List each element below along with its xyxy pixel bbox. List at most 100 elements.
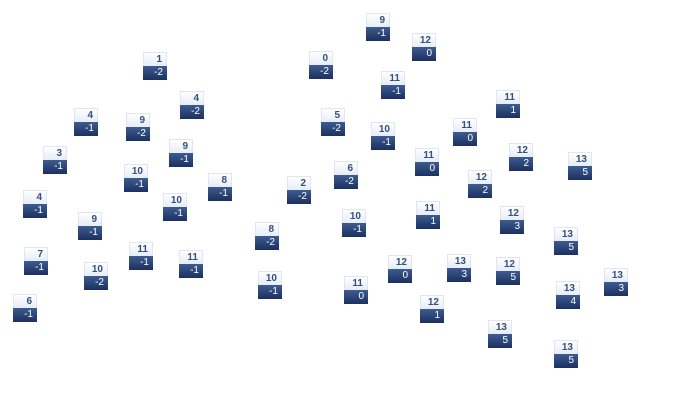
- node-label: 10: [342, 209, 366, 223]
- node-box[interactable]: 13 5: [568, 152, 592, 180]
- node-value: -2: [84, 276, 108, 290]
- node-value: -1: [208, 187, 232, 201]
- node-value: -1: [23, 204, 47, 218]
- node-value: -1: [74, 122, 98, 136]
- node-value: 5: [496, 271, 520, 285]
- node-box[interactable]: 6 -2: [334, 161, 358, 189]
- node-box[interactable]: 11 0: [344, 276, 368, 304]
- node-value: -2: [180, 105, 204, 119]
- node-box[interactable]: 10 -1: [163, 193, 187, 221]
- node-label: 13: [604, 268, 628, 282]
- node-value: -2: [143, 66, 167, 80]
- node-value: -1: [366, 27, 390, 41]
- node-box[interactable]: 10 -1: [258, 271, 282, 299]
- node-box[interactable]: 4 -1: [74, 108, 98, 136]
- node-box[interactable]: 3 -1: [43, 146, 67, 174]
- node-value: 0: [344, 290, 368, 304]
- node-box[interactable]: 11 0: [453, 118, 477, 146]
- node-box[interactable]: 12 2: [468, 170, 492, 198]
- node-box[interactable]: 11 1: [416, 201, 440, 229]
- node-label: 2: [287, 176, 311, 190]
- node-box[interactable]: 12 1: [420, 295, 444, 323]
- node-box[interactable]: 10 -2: [84, 262, 108, 290]
- node-value: 2: [509, 157, 533, 171]
- node-box[interactable]: 12 3: [500, 206, 524, 234]
- node-box[interactable]: 9 -1: [366, 13, 390, 41]
- node-box[interactable]: 12 5: [496, 257, 520, 285]
- node-box[interactable]: 13 3: [447, 254, 471, 282]
- node-box[interactable]: 12 0: [388, 255, 412, 283]
- node-value: -1: [169, 153, 193, 167]
- node-value: 5: [554, 241, 578, 255]
- node-value: -1: [381, 85, 405, 99]
- node-box[interactable]: 2 -2: [287, 176, 311, 204]
- node-label: 13: [554, 227, 578, 241]
- node-box[interactable]: 13 5: [488, 320, 512, 348]
- node-value: -1: [179, 264, 203, 278]
- node-label: 12: [500, 206, 524, 220]
- node-label: 13: [488, 320, 512, 334]
- node-value: -2: [126, 127, 150, 141]
- node-box[interactable]: 13 3: [604, 268, 628, 296]
- node-label: 12: [496, 257, 520, 271]
- node-box[interactable]: 11 -1: [179, 250, 203, 278]
- node-value: -1: [78, 226, 102, 240]
- node-label: 3: [43, 146, 67, 160]
- node-value: -2: [287, 190, 311, 204]
- node-label: 12: [388, 255, 412, 269]
- node-box[interactable]: 8 -1: [208, 173, 232, 201]
- node-label: 11: [415, 148, 439, 162]
- node-value: 2: [468, 184, 492, 198]
- node-label: 10: [371, 122, 395, 136]
- node-box[interactable]: 8 -2: [255, 222, 279, 250]
- node-value: -1: [13, 308, 37, 322]
- node-label: 0: [309, 51, 333, 65]
- node-value: 1: [416, 215, 440, 229]
- node-box[interactable]: 11 1: [496, 90, 520, 118]
- node-box[interactable]: 9 -2: [126, 113, 150, 141]
- node-label: 7: [24, 247, 48, 261]
- node-value: 3: [604, 282, 628, 296]
- node-box[interactable]: 11 -1: [381, 71, 405, 99]
- node-value: -1: [24, 261, 48, 275]
- node-box[interactable]: 10 -1: [342, 209, 366, 237]
- node-box[interactable]: 10 -1: [124, 164, 148, 192]
- node-box[interactable]: 10 -1: [371, 122, 395, 150]
- node-label: 4: [74, 108, 98, 122]
- node-label: 13: [447, 254, 471, 268]
- node-label: 10: [84, 262, 108, 276]
- node-box[interactable]: 4 -2: [180, 91, 204, 119]
- node-box[interactable]: 11 -1: [129, 242, 153, 270]
- node-box[interactable]: 0 -2: [309, 51, 333, 79]
- node-box[interactable]: 12 2: [509, 143, 533, 171]
- node-box[interactable]: 12 0: [412, 33, 436, 61]
- node-box[interactable]: 5 -2: [321, 108, 345, 136]
- node-box[interactable]: 7 -1: [24, 247, 48, 275]
- node-value: -1: [43, 160, 67, 174]
- node-box[interactable]: 13 5: [554, 227, 578, 255]
- node-value: 0: [453, 132, 477, 146]
- node-label: 11: [179, 250, 203, 264]
- node-box[interactable]: 6 -1: [13, 294, 37, 322]
- node-box[interactable]: 4 -1: [23, 190, 47, 218]
- node-label: 11: [381, 71, 405, 85]
- node-value: -2: [255, 236, 279, 250]
- node-value: -1: [258, 285, 282, 299]
- node-value: 5: [568, 166, 592, 180]
- node-value: 0: [412, 47, 436, 61]
- node-label: 11: [344, 276, 368, 290]
- node-value: 0: [388, 269, 412, 283]
- node-box[interactable]: 11 0: [415, 148, 439, 176]
- node-box[interactable]: 9 -1: [169, 139, 193, 167]
- node-box[interactable]: 9 -1: [78, 212, 102, 240]
- node-value: 3: [447, 268, 471, 282]
- node-label: 6: [13, 294, 37, 308]
- node-box[interactable]: 13 4: [556, 281, 580, 309]
- node-label: 8: [208, 173, 232, 187]
- node-value: 5: [488, 334, 512, 348]
- node-box[interactable]: 1 -2: [143, 52, 167, 80]
- node-label: 9: [78, 212, 102, 226]
- node-label: 5: [321, 108, 345, 122]
- node-box[interactable]: 13 5: [554, 340, 578, 368]
